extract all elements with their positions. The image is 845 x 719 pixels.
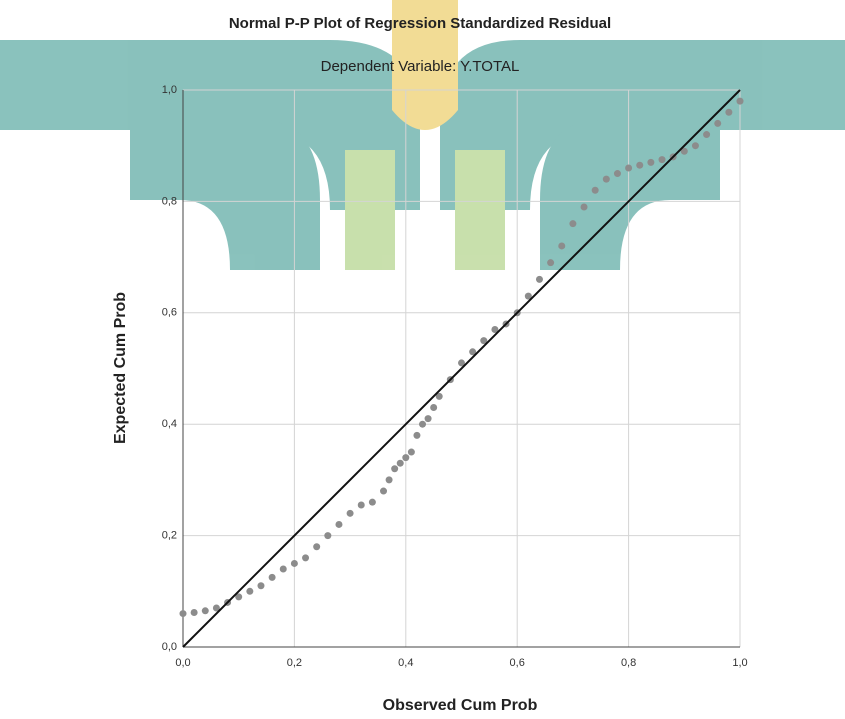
point [335, 521, 342, 528]
chart-title: Normal P-P Plot of Regression Standardiz… [229, 15, 611, 32]
y-axis-label: Expected Cum Prob [112, 292, 129, 444]
point [625, 164, 632, 171]
watermark-shape [540, 120, 720, 270]
point [425, 415, 432, 422]
watermark-shape [130, 120, 320, 270]
chart: Normal P-P Plot of Regression Standardiz… [0, 0, 845, 719]
point [558, 242, 565, 249]
point [547, 259, 554, 266]
point [324, 532, 331, 539]
point [647, 159, 654, 166]
point [636, 162, 643, 169]
watermark [0, 0, 845, 270]
watermark-shape [345, 150, 505, 270]
x-tick-label: 0,8 [621, 657, 636, 669]
chart-subtitle: Dependent Variable: Y.TOTAL [321, 58, 520, 75]
point [386, 476, 393, 483]
point [536, 276, 543, 283]
y-tick-label: 0,4 [162, 418, 177, 430]
point [269, 574, 276, 581]
point [313, 543, 320, 550]
y-tick-label: 0,8 [162, 195, 177, 207]
y-tick-label: 0,6 [162, 307, 177, 319]
point [180, 610, 187, 617]
point [430, 404, 437, 411]
y-tick-label: 1,0 [162, 84, 177, 96]
y-tick-label: 0,0 [162, 641, 177, 653]
point [592, 187, 599, 194]
y-tick-label: 0,2 [162, 530, 177, 542]
x-axis-label: Observed Cum Prob [383, 697, 538, 714]
point [614, 170, 621, 177]
point [257, 582, 264, 589]
x-tick-label: 0,2 [287, 657, 302, 669]
point [191, 609, 198, 616]
point [419, 421, 426, 428]
point [569, 220, 576, 227]
point [408, 449, 415, 456]
point [402, 454, 409, 461]
point [347, 510, 354, 517]
point [603, 176, 610, 183]
point [397, 460, 404, 467]
x-tick-label: 0,0 [175, 657, 190, 669]
point [725, 109, 732, 116]
point [692, 142, 699, 149]
point [380, 488, 387, 495]
point [302, 554, 309, 561]
point [246, 588, 253, 595]
point [391, 465, 398, 472]
point [280, 566, 287, 573]
point [291, 560, 298, 567]
point [413, 432, 420, 439]
point [659, 156, 666, 163]
x-tick-label: 0,4 [398, 657, 413, 669]
point [737, 98, 744, 105]
point [202, 607, 209, 614]
point [369, 499, 376, 506]
x-tick-label: 1,0 [732, 657, 747, 669]
point [714, 120, 721, 127]
point [358, 501, 365, 508]
point [581, 203, 588, 210]
point [703, 131, 710, 138]
x-tick-label: 0,6 [510, 657, 525, 669]
